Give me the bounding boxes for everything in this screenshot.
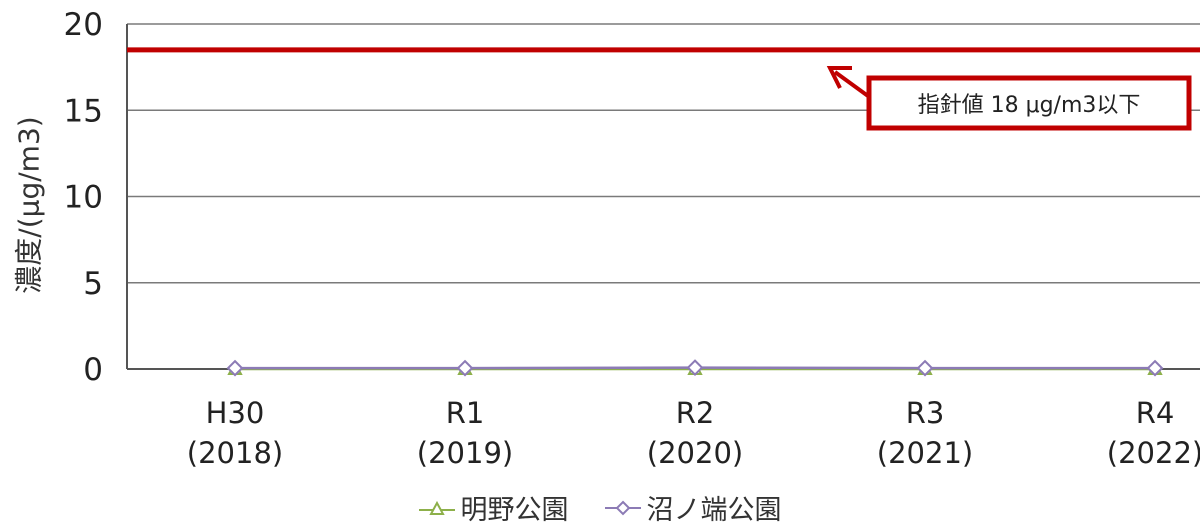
y-tick-label: 10 (64, 180, 103, 216)
legend-label-akeno: 明野公園 (460, 495, 569, 526)
annotation-group: 指針値 18 μg/m3以下 (826, 66, 1192, 131)
x-tick-label-top: R4 (1136, 396, 1175, 430)
y-tick-label: 15 (64, 93, 103, 129)
arrowhead-icon (826, 66, 852, 89)
data-point-diamond (686, 359, 704, 377)
annotation-arrow-shaft (833, 70, 870, 98)
x-tick-label-top: R2 (676, 396, 715, 430)
triangle-marker-icon (418, 500, 455, 515)
y-tick-labels: 0 5 10 15 20 (64, 7, 103, 388)
x-tick-label-top: R3 (906, 396, 945, 430)
annotation-box (866, 75, 1192, 131)
data-point-diamond (456, 359, 474, 377)
data-point-diamond (1146, 359, 1164, 377)
legend: 明野公園 沼ノ端公園 (0, 488, 1200, 527)
data-point-diamond (916, 359, 934, 377)
y-axis-label-container: 濃度/(μg/m3) (8, 90, 48, 320)
y-axis-label: 濃度/(μg/m3) (8, 116, 48, 293)
series-group (226, 359, 1164, 377)
y-axis-label-text: 濃度/(μg/m3) (13, 116, 46, 294)
x-tick-label-bottom: (2019) (417, 436, 513, 470)
diamond-marker-icon (604, 500, 641, 515)
data-point-diamond (226, 359, 244, 377)
annotation-text: 指針値 18 μg/m3以下 (918, 93, 1141, 118)
y-tick-label: 20 (64, 7, 103, 43)
legend-item-numanohata: 沼ノ端公園 (604, 488, 782, 527)
y-tick-label: 5 (83, 266, 103, 302)
y-tick-label: 0 (83, 352, 103, 388)
x-tick-label-bottom: (2022) (1107, 436, 1200, 470)
legend-label-numanohata: 沼ノ端公園 (646, 495, 782, 526)
x-tick-label-top: H30 (206, 396, 265, 430)
x-tick-labels: H30 (2018) R1 (2019) R2 (2020) R3 (2021) R4 (2022… (187, 396, 1200, 470)
x-tick-label-bottom: (2021) (877, 436, 973, 470)
x-tick-label-bottom: (2020) (647, 436, 743, 470)
x-tick-label-bottom: (2018) (187, 436, 283, 470)
x-tick-label-top: R1 (446, 396, 485, 430)
legend-item-akeno: 明野公園 (418, 488, 569, 527)
